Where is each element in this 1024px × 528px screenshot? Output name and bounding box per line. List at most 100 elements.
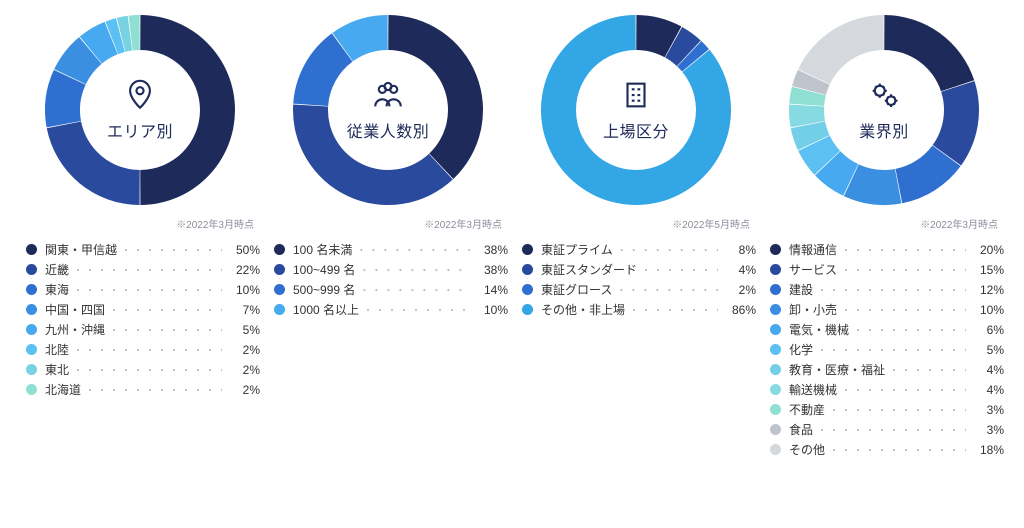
legend-swatch [522,244,533,255]
legend-swatch [522,264,533,275]
legend-row: 近畿・・・・・・・・・・・・・・・・・・・・・・22% [26,261,260,278]
legend-dots: ・・・・・・・・・・・・・・・・・・・・・・ [69,362,222,377]
legend-swatch [770,324,781,335]
legend-swatch [26,344,37,355]
legend-dots: ・・・・・・・・・・・・・・・・・・・・・・ [355,262,470,277]
donut-chart: エリア別 [40,10,240,210]
legend-label: 東北 [45,361,69,378]
legend-value: 14% [470,283,508,297]
chart-title: 上場区分 [603,118,669,142]
chart-legend: 情報通信・・・・・・・・・・・・・・・・・・・・・・20%サービス・・・・・・・… [764,241,1004,458]
legend-value: 4% [718,263,756,277]
legend-swatch [274,284,285,295]
donut-center: 上場区分 [536,10,736,210]
chart-column: 従業人数別※2022年3月時点100 名未満・・・・・・・・・・・・・・・・・・… [268,10,508,518]
legend-value: 8% [718,243,756,257]
legend-swatch [274,244,285,255]
legend-row: 1000 名以上・・・・・・・・・・・・・・・・・・・・・・10% [274,301,508,318]
legend-swatch [274,264,285,275]
legend-dots: ・・・・・・・・・・・・・・・・・・・・・・ [825,402,966,417]
legend-value: 38% [470,243,508,257]
legend-label: 1000 名以上 [293,301,359,318]
legend-value: 38% [470,263,508,277]
chart-title: 従業人数別 [347,118,430,142]
legend-value: 10% [470,303,508,317]
legend-label: 100~499 名 [293,261,355,278]
legend-label: その他・非上場 [541,301,625,318]
legend-value: 10% [222,283,260,297]
legend-label: 北海道 [45,381,81,398]
legend-label: 関東・甲信越 [45,241,117,258]
chart-legend: 100 名未満・・・・・・・・・・・・・・・・・・・・・・38% 100~499 … [268,241,508,318]
legend-value: 12% [966,283,1004,297]
donut-chart: 上場区分 [536,10,736,210]
legend-swatch [770,384,781,395]
legend-value: 5% [966,343,1004,357]
legend-label: 情報通信 [789,241,837,258]
legend-value: 2% [222,363,260,377]
chart-column: 業界別※2022年3月時点情報通信・・・・・・・・・・・・・・・・・・・・・・2… [764,10,1004,518]
legend-value: 2% [222,383,260,397]
legend-dots: ・・・・・・・・・・・・・・・・・・・・・・ [359,302,470,317]
donut-center: 業界別 [784,10,984,210]
legend-swatch [26,304,37,315]
legend-dots: ・・・・・・・・・・・・・・・・・・・・・・ [837,302,966,317]
legend-row: 100~499 名・・・・・・・・・・・・・・・・・・・・・・38% [274,261,508,278]
legend-label: 東証グロース [541,281,612,298]
legend-dots: ・・・・・・・・・・・・・・・・・・・・・・ [813,342,966,357]
legend-dots: ・・・・・・・・・・・・・・・・・・・・・・ [352,242,470,257]
legend-label: 東証プライム [541,241,613,258]
chart-title: エリア別 [107,118,173,142]
legend-swatch [26,384,37,395]
legend-row: 東北・・・・・・・・・・・・・・・・・・・・・・2% [26,361,260,378]
legend-swatch [770,284,781,295]
legend-value: 20% [966,243,1004,257]
chart-legend: 東証プライム・・・・・・・・・・・・・・・・・・・・・・8%東証スタンダード・・… [516,241,756,318]
legend-row: 九州・沖縄・・・・・・・・・・・・・・・・・・・・・・5% [26,321,260,338]
legend-row: 500~999 名・・・・・・・・・・・・・・・・・・・・・・14% [274,281,508,298]
legend-dots: ・・・・・・・・・・・・・・・・・・・・・・ [885,362,966,377]
legend-value: 15% [966,263,1004,277]
legend-row: 東海・・・・・・・・・・・・・・・・・・・・・・10% [26,281,260,298]
legend-value: 10% [966,303,1004,317]
legend-label: 教育・医療・福祉 [789,361,885,378]
legend-row: 化学・・・・・・・・・・・・・・・・・・・・・・5% [770,341,1004,358]
legend-row: 卸・小売・・・・・・・・・・・・・・・・・・・・・・10% [770,301,1004,318]
donut-center: エリア別 [40,10,240,210]
legend-swatch [26,244,37,255]
chart-footnote: ※2022年3月時点 [20,216,260,231]
legend-row: 北海道・・・・・・・・・・・・・・・・・・・・・・2% [26,381,260,398]
legend-label: 近畿 [45,261,69,278]
chart-column: エリア別※2022年3月時点関東・甲信越・・・・・・・・・・・・・・・・・・・・… [20,10,260,518]
legend-dots: ・・・・・・・・・・・・・・・・・・・・・・ [612,282,718,297]
chart-footnote: ※2022年3月時点 [764,216,1004,231]
legend-swatch [274,304,285,315]
legend-row: その他・・・・・・・・・・・・・・・・・・・・・・18% [770,441,1004,458]
legend-value: 2% [222,343,260,357]
legend-swatch [770,364,781,375]
legend-row: 100 名未満・・・・・・・・・・・・・・・・・・・・・・38% [274,241,508,258]
donut-center: 従業人数別 [288,10,488,210]
donut-chart: 従業人数別 [288,10,488,210]
legend-dots: ・・・・・・・・・・・・・・・・・・・・・・ [837,242,966,257]
legend-label: 建設 [789,281,813,298]
chart-title: 業界別 [859,118,909,142]
legend-dots: ・・・・・・・・・・・・・・・・・・・・・・ [613,242,718,257]
legend-label: その他 [789,441,825,458]
legend-label: 東海 [45,281,69,298]
legend-label: 北陸 [45,341,69,358]
legend-swatch [770,444,781,455]
legend-value: 50% [222,243,260,257]
legend-row: 関東・甲信越・・・・・・・・・・・・・・・・・・・・・・50% [26,241,260,258]
legend-row: 輸送機械・・・・・・・・・・・・・・・・・・・・・・4% [770,381,1004,398]
legend-value: 22% [222,263,260,277]
legend-row: 北陸・・・・・・・・・・・・・・・・・・・・・・2% [26,341,260,358]
legend-value: 2% [718,283,756,297]
legend-row: 中国・四国・・・・・・・・・・・・・・・・・・・・・・7% [26,301,260,318]
legend-swatch [770,244,781,255]
legend-label: 東証スタンダード [541,261,637,278]
legend-value: 4% [966,363,1004,377]
legend-row: その他・非上場・・・・・・・・・・・・・・・・・・・・・・86% [522,301,756,318]
legend-dots: ・・・・・・・・・・・・・・・・・・・・・・ [105,302,222,317]
legend-dots: ・・・・・・・・・・・・・・・・・・・・・・ [625,302,718,317]
